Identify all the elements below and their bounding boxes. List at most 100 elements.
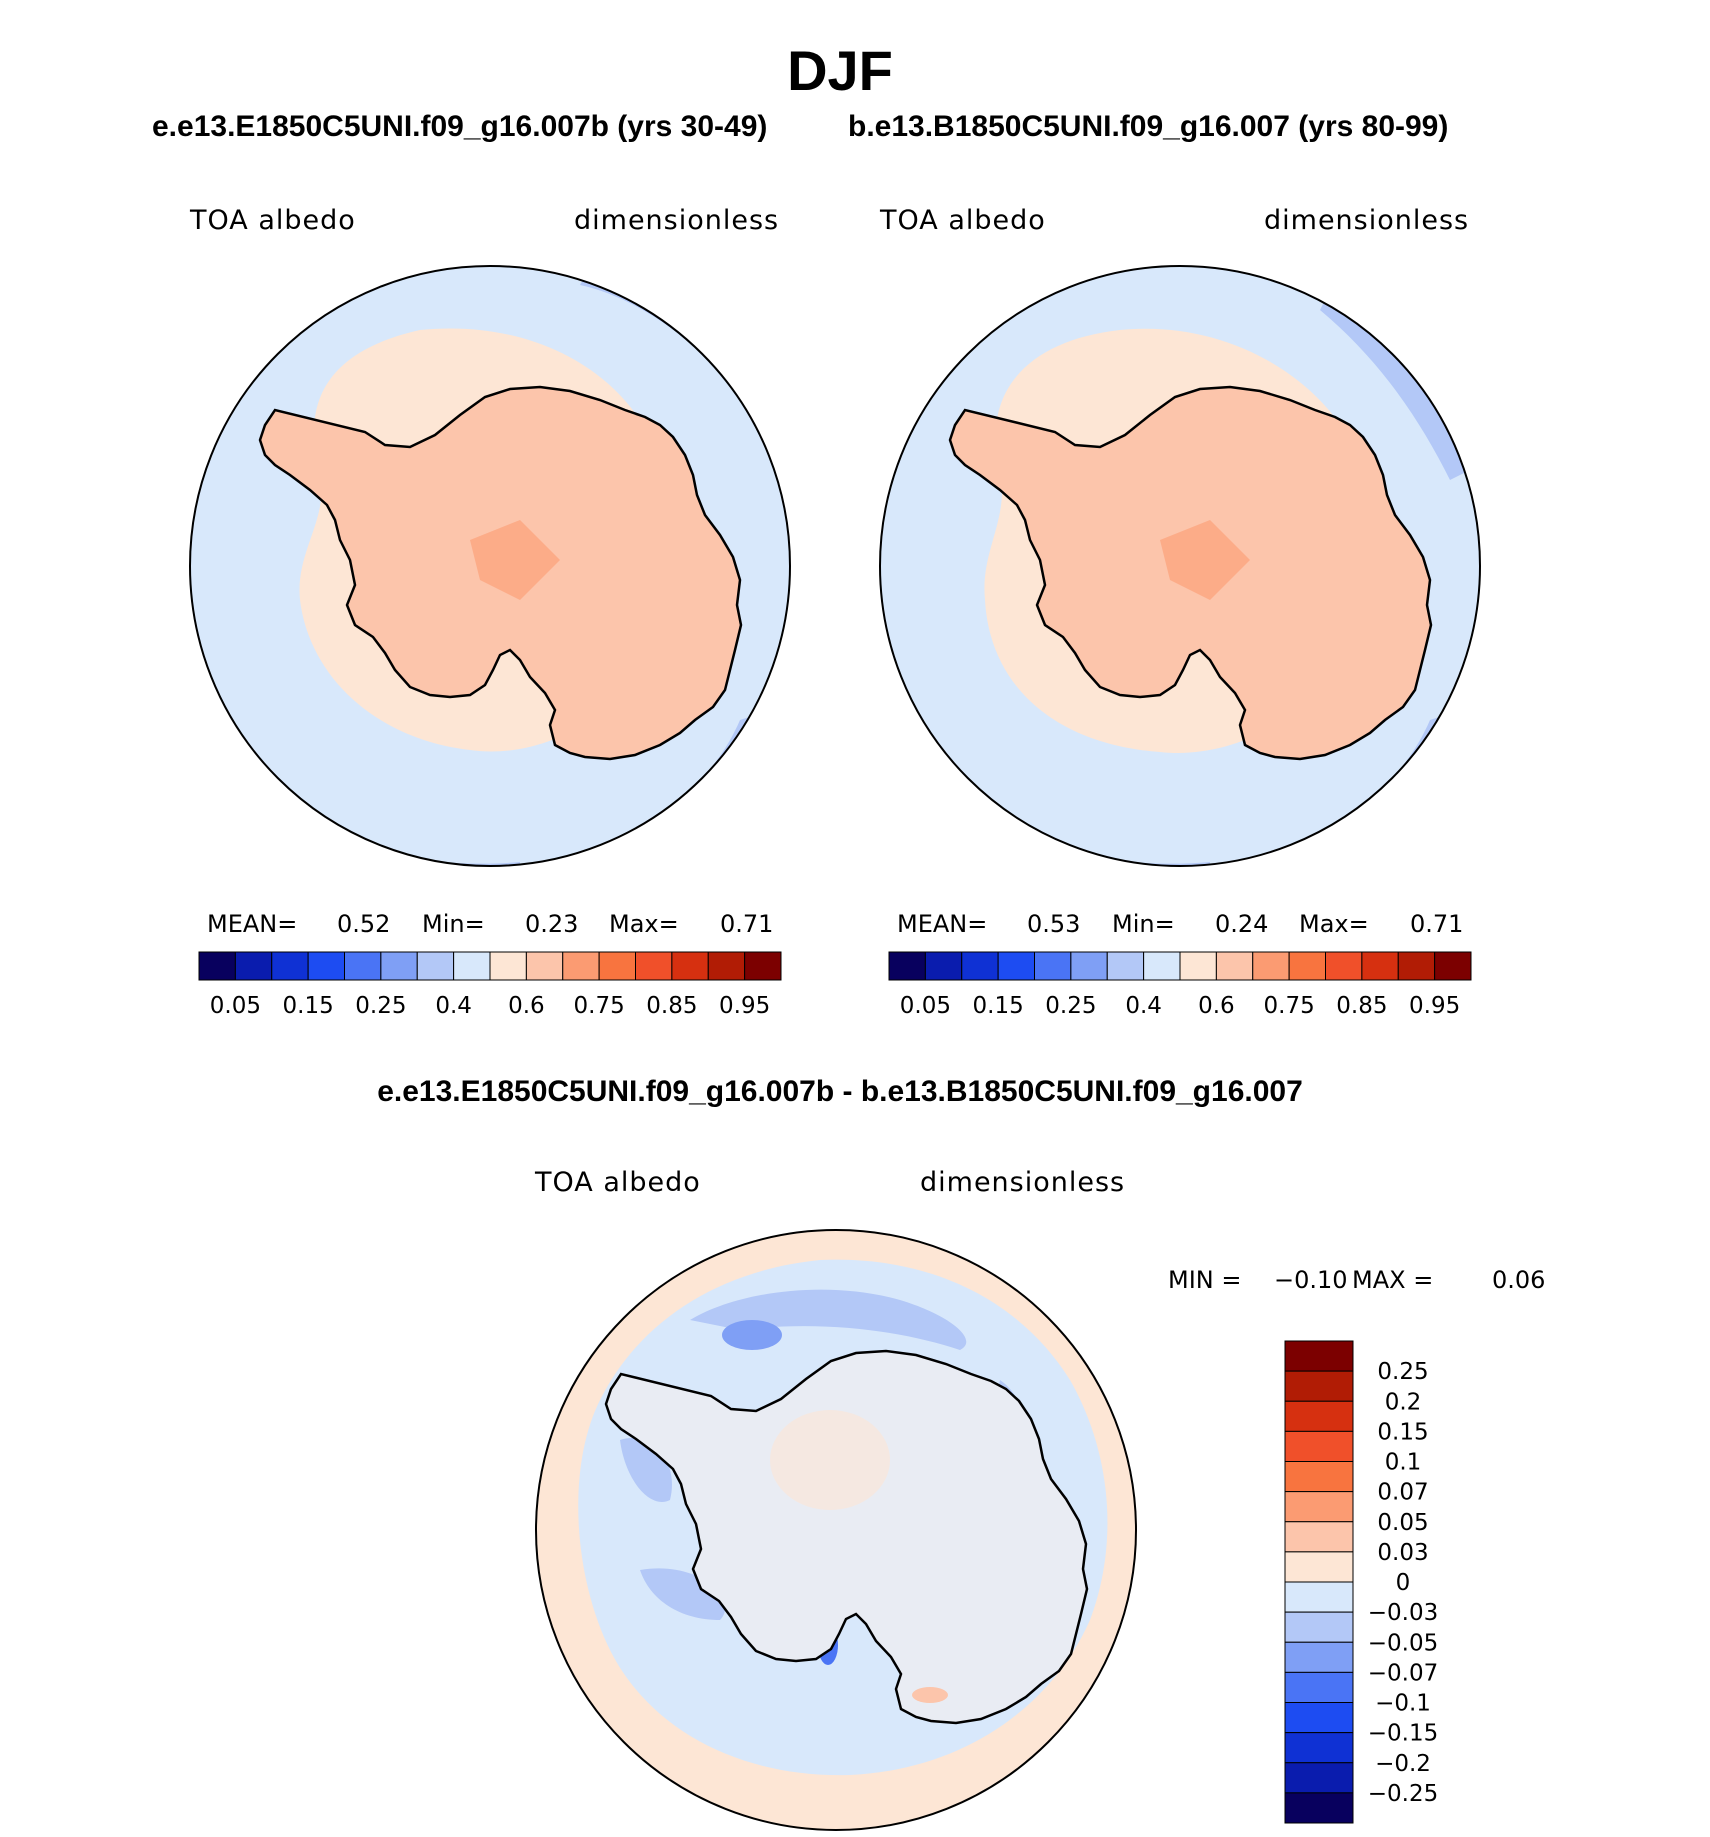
diff-colorbar-tick-label: −0.2 [1375, 1751, 1431, 1777]
panel1-colorbar-swatch [198, 951, 236, 981]
panel1-colorbar-swatch [598, 951, 636, 981]
panel1-min-value: 0.23 [525, 910, 579, 938]
panel2-colorbar-swatch [1361, 951, 1399, 981]
diff-colorbar-swatch [1284, 1430, 1354, 1462]
panel2-min-label: Min= [1112, 910, 1175, 938]
diff-colorbar-swatch [1284, 1340, 1354, 1372]
diff-min-label: MIN = [1168, 1266, 1242, 1294]
panel2-variable-label: TOA albedo [880, 205, 1046, 236]
diff-colorbar-tick-label: 0.07 [1377, 1480, 1428, 1506]
diff-colorbar-swatch [1284, 1792, 1354, 1824]
panel1-colorbar-tick-label: 0.05 [210, 993, 261, 1019]
diff-colorbar-swatch [1284, 1491, 1354, 1523]
panel1-colorbar-swatch [271, 951, 309, 981]
panel2-units-label: dimensionless [1264, 205, 1470, 236]
panel2-colorbar-swatch [1034, 951, 1072, 981]
diff-colorbar-swatch [1284, 1671, 1354, 1703]
panel1-colorbar-swatch [380, 951, 418, 981]
panel1-max-value: 0.71 [720, 910, 774, 938]
diff-colorbar-tick-label: 0.2 [1385, 1389, 1422, 1415]
diff-colorbar-swatch [1284, 1702, 1354, 1734]
panel1-colorbar-swatch [744, 951, 782, 981]
panel2-colorbar-swatch [888, 951, 926, 981]
panel2-colorbar-tick-label: 0.4 [1125, 993, 1162, 1019]
panel2-max-value: 0.71 [1410, 910, 1464, 938]
panel1-max-label: Max= [609, 910, 679, 938]
panel2-colorbar-swatch [1252, 951, 1290, 981]
diff-colorbar-tick-label: −0.1 [1375, 1691, 1431, 1717]
diff-colorbar-tick-label: 0.25 [1377, 1359, 1428, 1385]
panel2-colorbar-tick-label: 0.75 [1264, 993, 1315, 1019]
panel2-colorbar-swatch [1288, 951, 1326, 981]
panel2-colorbar-swatch [1325, 951, 1363, 981]
panel1-colorbar-tick-label: 0.4 [435, 993, 472, 1019]
panel2-colorbar-tick-label: 0.15 [973, 993, 1024, 1019]
diff-colorbar-swatch [1284, 1370, 1354, 1402]
panel1-colorbar-swatch [307, 951, 345, 981]
panel1-colorbar-tick-label: 0.25 [355, 993, 406, 1019]
panel1-colorbar-swatch [489, 951, 527, 981]
diff-colorbar-tick-label: −0.07 [1368, 1660, 1438, 1686]
panel1-colorbar-swatch [635, 951, 673, 981]
diff-colorbar-swatch [1284, 1611, 1354, 1643]
panel2-colorbar-tick-label: 0.05 [900, 993, 951, 1019]
panel1-colorbar-swatch [453, 951, 491, 981]
diff-colorbar-swatch [1284, 1581, 1354, 1613]
panel2-min-value: 0.24 [1215, 910, 1269, 938]
panel2-colorbar-tick-label: 0.6 [1198, 993, 1235, 1019]
panel2-colorbar-tick-label: 0.85 [1336, 993, 1387, 1019]
panel2-map-border [879, 265, 1481, 867]
panel1-units-label: dimensionless [574, 205, 780, 236]
figure-title: DJF [787, 39, 893, 102]
panel1-colorbar-tick-label: 0.95 [719, 993, 770, 1019]
panel1-colorbar-swatch [416, 951, 455, 981]
panel1-colorbar-swatch [707, 951, 746, 981]
panel2-colorbar-tick-label: 0.25 [1045, 993, 1096, 1019]
panel1-map [190, 266, 790, 866]
diff-min-value: −0.10 [1274, 1266, 1348, 1294]
panel1-colorbar-swatch [525, 951, 564, 981]
panel2-colorbar-swatch [1215, 951, 1254, 981]
diff-colorbar-tick-label: −0.05 [1368, 1630, 1438, 1656]
diff-title: e.e13.E1850C5UNI.f09_g16.007b - b.e13.B1… [377, 1075, 1303, 1108]
panel1-variable-label: TOA albedo [190, 205, 356, 236]
panel2-mean-label: MEAN= [897, 910, 988, 938]
panel2-colorbar-swatch [1179, 951, 1217, 981]
diff-map [536, 1230, 1136, 1830]
panel2-colorbar-swatch [1070, 951, 1108, 981]
panel1-colorbar-tick-label: 0.85 [646, 993, 697, 1019]
diff-colorbar-tick-label: 0 [1396, 1570, 1411, 1596]
diff-map-border [535, 1229, 1137, 1831]
diff-colorbar-swatch [1284, 1400, 1354, 1432]
panel2-colorbar-swatch [961, 951, 999, 981]
diff-colorbar-tick-label: 0.1 [1385, 1450, 1422, 1476]
diff-colorbar-swatch [1284, 1461, 1354, 1493]
panel2-map [880, 266, 1480, 866]
panel1-colorbar-swatch [562, 951, 600, 981]
diff-max-label: MAX = [1352, 1266, 1434, 1294]
panel2-colorbar-tick-label: 0.95 [1409, 993, 1460, 1019]
subtitle-case-1: e.e13.E1850C5UNI.f09_g16.007b (yrs 30-49… [152, 110, 768, 143]
panel1-colorbar: 0.05 0.15 0.25 0.4 0.6 0.75 0.85 0.95 [198, 951, 782, 1019]
panel1-colorbar-tick-label: 0.15 [283, 993, 334, 1019]
panel2-colorbar: 0.05 0.15 0.25 0.4 0.6 0.75 0.85 0.95 [888, 951, 1472, 1019]
panel1-colorbar-tick-label: 0.75 [574, 993, 625, 1019]
diff-colorbar-tick-label: −0.15 [1368, 1721, 1438, 1747]
diff-colorbar-swatch [1284, 1521, 1354, 1553]
subtitle-case-2: b.e13.B1850C5UNI.f09_g16.007 (yrs 80-99) [848, 110, 1449, 143]
diff-colorbar-swatch [1284, 1551, 1354, 1583]
diff-colorbar: 0.25 0.2 0.15 0.1 0.07 0.05 0.03 0 −0.03 −0.05 −0.… [1284, 1340, 1438, 1824]
panel2-colorbar-swatch [997, 951, 1035, 981]
panel2-colorbar-swatch [1143, 951, 1181, 981]
diff-colorbar-tick-label: 0.05 [1377, 1510, 1428, 1536]
panel1-mean-label: MEAN= [207, 910, 298, 938]
panel1-map-border [189, 265, 791, 867]
diff-colorbar-tick-label: 0.15 [1377, 1419, 1428, 1445]
diff-units-label: dimensionless [920, 1167, 1126, 1198]
panel1-colorbar-swatch [234, 951, 273, 981]
diff-colorbar-swatch [1284, 1641, 1354, 1673]
panel1-mean-value: 0.52 [337, 910, 391, 938]
panel2-mean-value: 0.53 [1027, 910, 1081, 938]
panel1-colorbar-swatch [671, 951, 709, 981]
